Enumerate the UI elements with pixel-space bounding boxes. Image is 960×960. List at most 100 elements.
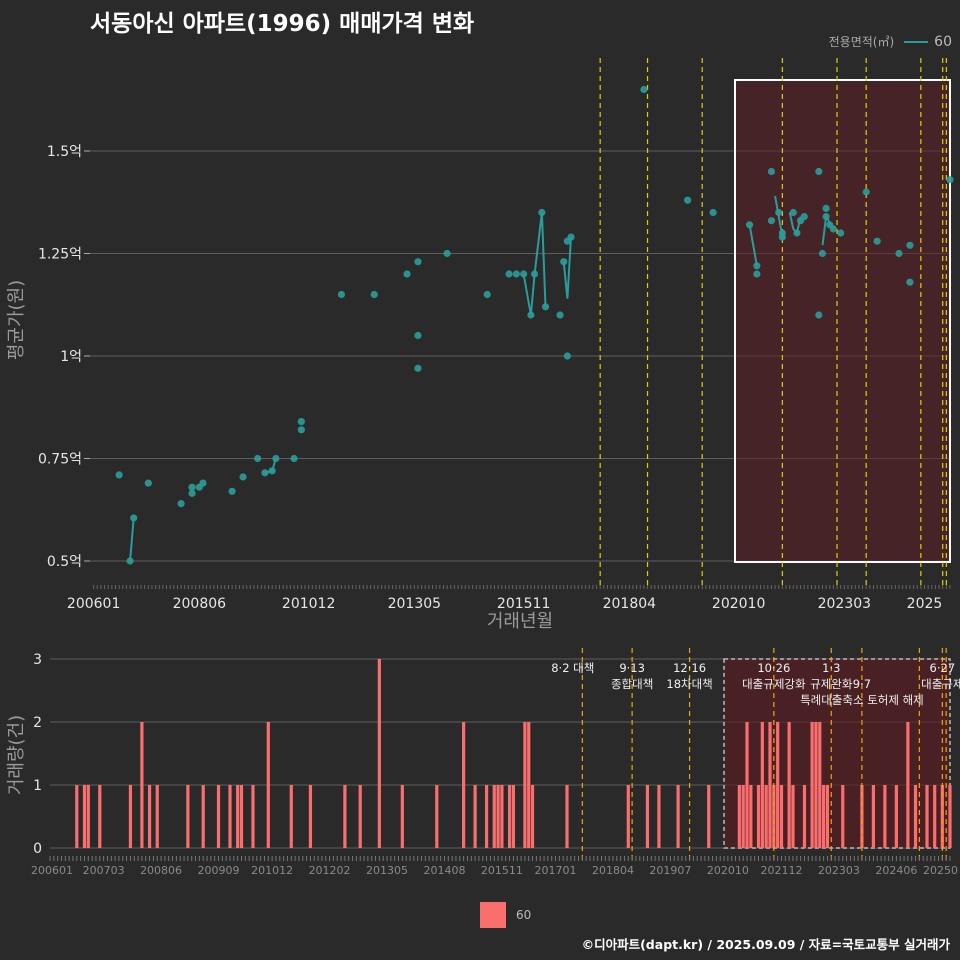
price-point	[297, 426, 305, 434]
volume-bar	[745, 722, 749, 848]
volume-y-tick-label: 1	[33, 778, 42, 794]
price-legend: 전용면적(㎡) 60	[829, 33, 952, 50]
volume-bar	[239, 785, 244, 848]
volume-bar	[764, 785, 768, 848]
price-series-line	[748, 224, 758, 266]
price-point	[640, 85, 648, 94]
price-point	[684, 196, 692, 204]
volume-bar	[216, 785, 221, 848]
price-point	[800, 213, 808, 221]
price-point	[414, 364, 422, 372]
volume-bar	[749, 785, 753, 848]
volume-bar	[484, 785, 489, 848]
price-point	[483, 290, 491, 299]
policy-annotation: 10·26	[757, 661, 790, 675]
price-point	[512, 270, 520, 278]
price-series-line	[562, 237, 572, 299]
price-x-tick-label: 202303	[818, 596, 871, 612]
volume-x-tick-label: 20250	[923, 864, 958, 877]
volume-bar	[913, 785, 918, 848]
price-point	[337, 290, 346, 299]
volume-y-tick-label: 0	[33, 841, 42, 857]
volume-bar	[940, 785, 944, 848]
volume-bar	[462, 722, 466, 848]
volume-bar	[86, 785, 90, 848]
price-point	[793, 229, 801, 237]
price-point	[778, 229, 786, 237]
volume-bar	[377, 659, 381, 848]
volume-bar	[818, 722, 822, 848]
price-point	[560, 258, 568, 266]
volume-x-tick-label: 202010	[707, 864, 749, 877]
volume-bar	[822, 785, 826, 848]
price-x-tick-label: 2025	[907, 596, 943, 612]
volume-bar	[98, 785, 102, 848]
price-point	[370, 290, 378, 299]
price-point	[188, 483, 196, 491]
volume-bar	[155, 785, 159, 848]
price-point	[130, 514, 138, 522]
price-point	[177, 500, 185, 508]
price-point	[144, 479, 152, 487]
volume-legend-value: 60	[516, 908, 532, 922]
volume-bar	[626, 785, 630, 848]
price-x-tick-label: 201012	[282, 596, 335, 612]
price-point	[822, 213, 830, 221]
volume-bar	[741, 785, 745, 848]
price-point	[556, 311, 564, 319]
price-point	[775, 208, 783, 217]
volume-x-tick-label: 201408	[423, 864, 465, 877]
volume-y-axis-label: 거래량(건)	[6, 715, 27, 795]
volume-x-tick-label: 202112	[760, 864, 802, 877]
volume-bar	[251, 785, 255, 848]
volume-bar	[511, 785, 516, 848]
price-series-line	[129, 517, 135, 562]
volume-bar	[772, 785, 776, 848]
volume-x-tick-label: 201511	[481, 864, 523, 877]
price-y-tick-label: 0.5억	[47, 554, 82, 570]
price-point	[239, 473, 247, 481]
price-legend-value: 60	[934, 33, 952, 50]
price-x-tick-label: 201804	[603, 596, 657, 612]
volume-bar	[308, 785, 313, 848]
volume-bar	[523, 722, 527, 848]
price-point	[228, 487, 236, 495]
price-point	[815, 311, 823, 319]
volume-bar	[676, 785, 680, 848]
policy-annotation: 특례대출축소 토허제 해제	[800, 693, 924, 707]
price-x-axis-label: 거래년월	[487, 611, 553, 632]
price-point	[906, 278, 914, 286]
volume-bar	[147, 785, 152, 848]
volume-bar	[787, 722, 791, 848]
volume-legend-swatch	[480, 902, 506, 928]
price-point	[126, 557, 134, 565]
policy-annotation: 6·27	[930, 661, 956, 675]
volume-bar	[768, 722, 772, 848]
price-point	[254, 454, 262, 463]
price-highlight-box	[734, 79, 951, 563]
price-point	[272, 454, 280, 463]
policy-annotation: 대출규제강화	[742, 677, 806, 691]
price-x-tick-label: 200806	[173, 596, 227, 612]
price-point	[906, 241, 914, 249]
volume-x-tick-label: 202303	[818, 864, 860, 877]
volume-bar	[128, 785, 133, 848]
volume-bar	[906, 722, 910, 848]
policy-annotation: 9·13	[619, 661, 645, 675]
price-x-tick-label: 202010	[712, 596, 765, 612]
price-y-axis-label: 평균가(원)	[6, 280, 27, 360]
price-point	[199, 479, 207, 487]
volume-x-tick-label: 201305	[366, 864, 408, 877]
volume-bar	[82, 785, 87, 848]
price-point	[268, 467, 276, 475]
volume-x-tick-label: 201012	[251, 864, 293, 877]
volume-bar	[814, 722, 818, 848]
price-point	[709, 208, 717, 217]
price-point	[567, 233, 575, 241]
volume-bar	[343, 785, 347, 848]
volume-bar	[201, 785, 205, 848]
volume-bar	[737, 785, 741, 848]
price-point	[873, 237, 881, 245]
policy-annotation: 종합대책	[611, 677, 653, 691]
volume-bar	[894, 785, 898, 848]
